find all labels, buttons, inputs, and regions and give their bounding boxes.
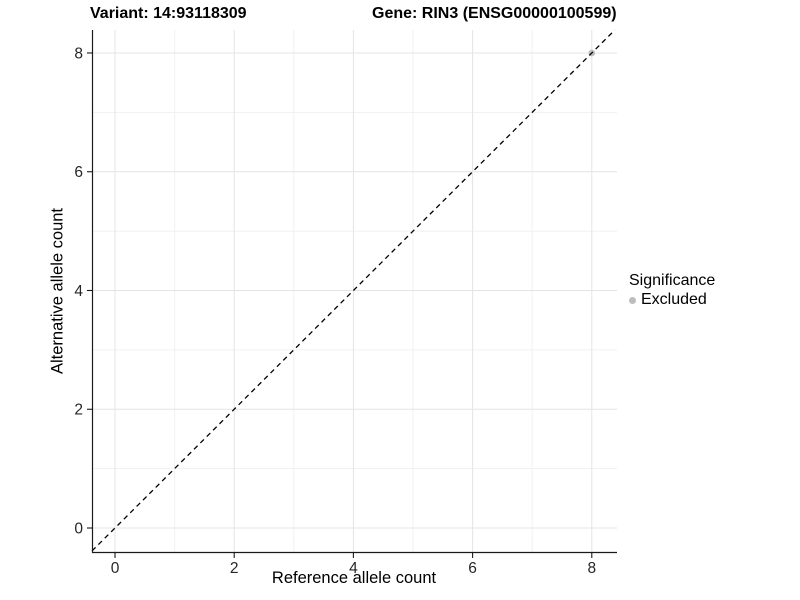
legend-title: Significance — [629, 272, 716, 289]
legend: Significance Excluded — [629, 272, 715, 308]
plot-title-gene: Gene: RIN3 (ENSG00000100599) — [372, 5, 617, 22]
x-axis-tick-label: 0 — [111, 560, 120, 577]
x-axis-tick-label: 2 — [230, 560, 239, 577]
identity-line — [91, 29, 616, 552]
x-axis-title: Reference allele count — [271, 569, 437, 587]
plot-panel: 0 2 4 6 8 0 2 4 6 8 — [74, 29, 617, 577]
x-axis-tick-label: 8 — [587, 560, 596, 577]
excluded-point-icon — [629, 296, 636, 304]
x-axis-tick-label: 4 — [349, 560, 358, 577]
x-axis-tick-label: 6 — [468, 560, 477, 577]
y-axis-title: Alternative allele count — [48, 207, 67, 375]
legend-item-label: Excluded — [641, 291, 707, 308]
plot-title-variant: Variant: 14:93118309 — [90, 5, 247, 22]
y-axis-tick-label: 0 — [74, 521, 83, 538]
y-axis-tick-label: 2 — [74, 402, 83, 419]
y-axis-tick-label: 8 — [74, 45, 83, 62]
y-axis-tick-label: 6 — [74, 164, 83, 181]
legend-item-excluded: Excluded — [629, 291, 715, 308]
y-axis-tick-label: 4 — [74, 283, 83, 300]
